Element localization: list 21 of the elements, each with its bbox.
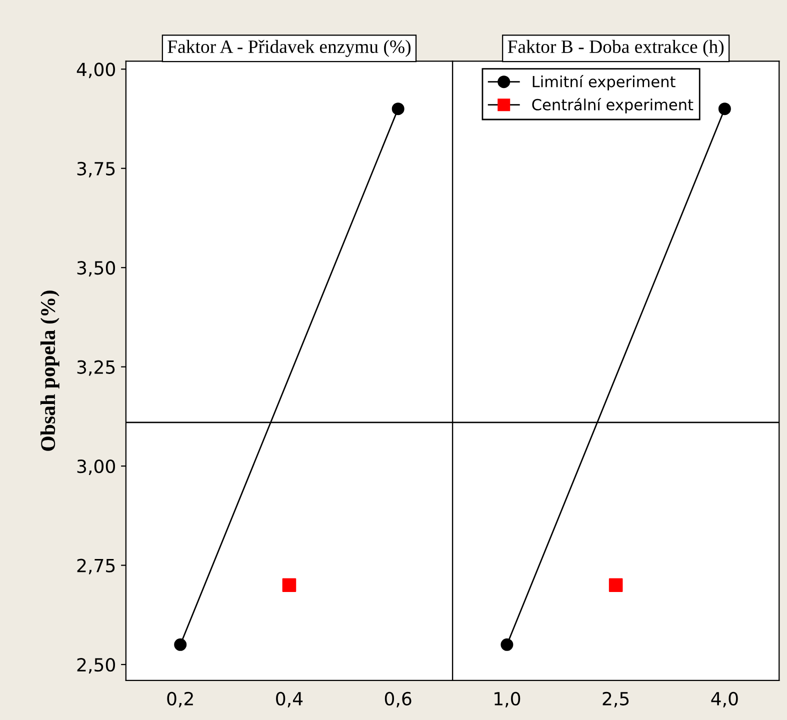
y-tick-label: 3,25 [77, 360, 115, 376]
legend-label: Limitní experiment [532, 74, 676, 90]
y-tick-label: 3,75 [77, 162, 115, 178]
y-tick-label: 3,50 [77, 261, 115, 277]
point [282, 578, 296, 592]
point [174, 638, 187, 651]
y-tick-label: 3,00 [77, 460, 115, 476]
y-tick-label: 2,75 [77, 558, 115, 574]
legend-label: Centrální experiment [532, 98, 694, 114]
x-tick-label: 2,5 [602, 692, 629, 708]
chart-title: Faktor B - Doba extrakce (h) [508, 40, 724, 57]
x-tick-label: 0,2 [167, 692, 193, 708]
x-tick-label: 1,0 [494, 692, 520, 708]
point [392, 102, 404, 116]
x-tick-label: 4,0 [711, 692, 738, 708]
x-tick-label: 0,6 [384, 692, 412, 708]
y-tick-label: 2,50 [77, 658, 115, 674]
y-tick-label: 4,00 [76, 62, 115, 78]
chart-title: Faktor A - Přidavek enzymu (%) [168, 40, 411, 57]
x-tick-label: 0,4 [276, 692, 303, 708]
y-axis-title: Obsah popela (%) [40, 290, 60, 451]
